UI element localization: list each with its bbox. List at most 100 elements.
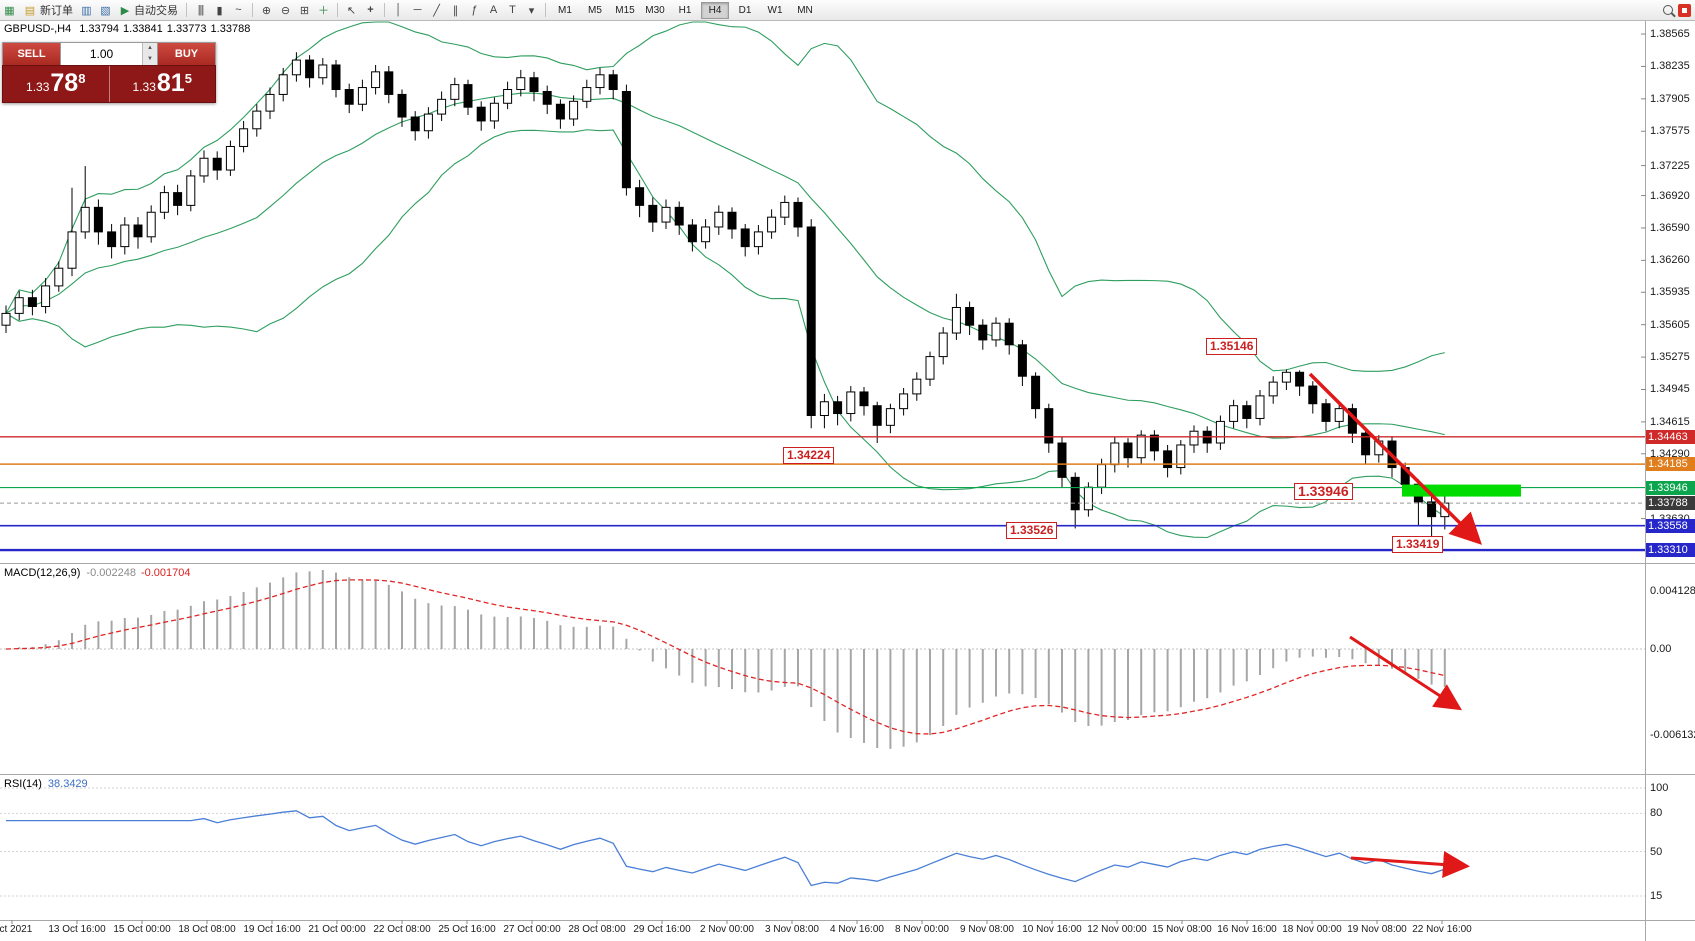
- alert-badge-icon[interactable]: [1678, 3, 1691, 17]
- line-chart-icon[interactable]: ~: [235, 4, 242, 16]
- text-tool-icon[interactable]: A: [489, 4, 498, 16]
- price-callout-1.33526[interactable]: 1.33526: [1006, 522, 1058, 540]
- sell-price[interactable]: 1.33 78 8: [3, 66, 110, 102]
- time-axis-label[interactable]: 4 Nov 16:00: [830, 924, 884, 935]
- volume-input[interactable]: [61, 43, 142, 65]
- channel-icon[interactable]: ∥: [452, 4, 459, 17]
- new-order-icon: ▤: [24, 4, 36, 17]
- candlestick-chart-icon[interactable]: ▮: [216, 4, 223, 17]
- time-axis-label[interactable]: 13 Oct 16:00: [48, 924, 106, 935]
- vertical-line-icon[interactable]: │: [395, 4, 402, 16]
- macd-indicator-label: MACD(12,26,9) -0.002248 -0.001704: [4, 567, 191, 579]
- buy-price-prefix: 1.33: [132, 80, 156, 94]
- price-tag-1.34185[interactable]: 1.34185: [1646, 457, 1695, 472]
- price-axis-tick: 1.34615: [1650, 415, 1690, 428]
- time-axis-label[interactable]: 21 Oct 00:00: [308, 924, 366, 935]
- buy-price-big: 81: [156, 69, 185, 97]
- crosshair-icon[interactable]: +: [367, 4, 374, 16]
- price-tag-1.33946[interactable]: 1.33946: [1646, 480, 1695, 495]
- price-callout-1.35146[interactable]: 1.35146: [1206, 337, 1258, 355]
- time-axis-label[interactable]: 25 Oct 16:00: [438, 924, 496, 935]
- time-axis-label[interactable]: 8 Nov 00:00: [895, 924, 949, 935]
- bar-chart-icon[interactable]: |||: [197, 4, 205, 16]
- zoom-out-icon[interactable]: ⊖: [280, 4, 291, 17]
- price-callout-1.34224[interactable]: 1.34224: [783, 446, 835, 464]
- time-axis-label[interactable]: 10 Nov 16:00: [1022, 924, 1082, 935]
- zoom-in-icon[interactable]: ⊕: [261, 4, 272, 17]
- toolbar-separator: [186, 3, 187, 17]
- time-axis-label[interactable]: 9 Nov 08:00: [960, 924, 1014, 935]
- price-axis-border[interactable]: [1645, 20, 1646, 941]
- time-axis-label[interactable]: 15 Oct 00:00: [113, 924, 171, 935]
- fibonacci-icon[interactable]: ƒ: [471, 4, 478, 16]
- price-tag-1.33788[interactable]: 1.33788: [1646, 496, 1695, 511]
- time-axis-label[interactable]: 16 Nov 16:00: [1217, 924, 1277, 935]
- chart-list-icon[interactable]: ▥: [81, 4, 92, 17]
- time-axis-label[interactable]: 19 Oct 16:00: [243, 924, 301, 935]
- trendline-icon[interactable]: ╱: [433, 4, 440, 17]
- buy-price[interactable]: 1.33 81 5: [110, 66, 216, 102]
- new-order-button[interactable]: ▤ 新订单: [19, 2, 77, 19]
- timeframe-h4[interactable]: H4: [701, 1, 729, 19]
- time-axis-label[interactable]: 29 Oct 16:00: [633, 924, 691, 935]
- price-tag-1.34463[interactable]: 1.34463: [1646, 429, 1695, 444]
- open-value: 1.33794: [79, 23, 120, 35]
- auto-trading-button[interactable]: ▶ 自动交易: [115, 2, 182, 19]
- chart-area[interactable]: 1.38565 1.38235 1.37905 1.37575 1.37225 1.369…: [0, 20, 1695, 941]
- macd-signal-value: -0.001704: [140, 567, 191, 579]
- time-axis-label[interactable]: 22 Oct 08:00: [373, 924, 431, 935]
- timeframe-h1[interactable]: H1: [678, 4, 692, 16]
- timeframe-m30[interactable]: M30: [645, 4, 665, 16]
- time-axis-label[interactable]: 19 Nov 08:00: [1347, 924, 1407, 935]
- search-icon[interactable]: [1663, 5, 1673, 15]
- time-axis-label[interactable]: Oct 2021: [0, 924, 33, 935]
- timeframe-m5[interactable]: M5: [588, 4, 602, 16]
- price-callout-1.33419[interactable]: 1.33419: [1392, 536, 1444, 554]
- buy-button[interactable]: BUY: [158, 43, 215, 65]
- time-axis-label[interactable]: 12 Nov 00:00: [1087, 924, 1147, 935]
- chart-window-icon[interactable]: ▦: [4, 4, 15, 17]
- macd-axis-label: 0.00: [1650, 643, 1672, 655]
- horizontal-lines-layer[interactable]: [0, 436, 1645, 552]
- timeframe-d1[interactable]: D1: [738, 4, 752, 16]
- highlight-rectangle[interactable]: [1402, 484, 1521, 497]
- tile-windows-icon[interactable]: ⊞: [299, 4, 310, 17]
- arrows-tool-icon[interactable]: ▾: [528, 4, 535, 17]
- time-axis-label[interactable]: 28 Oct 08:00: [568, 924, 626, 935]
- time-axis-label[interactable]: 18 Oct 08:00: [178, 924, 236, 935]
- price-axis-tick: 1.37225: [1650, 159, 1690, 172]
- time-axis-label[interactable]: 22 Nov 16:00: [1412, 924, 1472, 935]
- time-axis-label[interactable]: 18 Nov 00:00: [1282, 924, 1342, 935]
- profile-icon[interactable]: ▧: [100, 4, 111, 17]
- timeframe-w1[interactable]: W1: [767, 4, 783, 16]
- price-callout-1.33946[interactable]: 1.33946: [1294, 483, 1353, 501]
- macd-axis-label: 0.004128: [1650, 585, 1695, 598]
- horizontal-line-icon[interactable]: ─: [413, 4, 422, 16]
- trend-arrows-layer[interactable]: [1308, 372, 1482, 878]
- auto-trading-label: 自动交易: [134, 5, 178, 17]
- timeframe-m15[interactable]: M15: [615, 4, 635, 16]
- time-axis-label[interactable]: 3 Nov 08:00: [765, 924, 819, 935]
- indicators-icon[interactable]: ＋: [318, 5, 329, 17]
- price-axis-tick: 1.34945: [1650, 383, 1690, 396]
- time-axis-label[interactable]: 15 Nov 08:00: [1152, 924, 1212, 935]
- chart-ohlc-header: GBPUSD-,H4 1.33794 1.33841 1.33773 1.33788: [4, 23, 254, 35]
- time-axis-label[interactable]: 27 Oct 00:00: [503, 924, 561, 935]
- rsi-panel-separator[interactable]: [0, 774, 1695, 775]
- timeframe-mn[interactable]: MN: [797, 4, 813, 16]
- volume-decrease-button[interactable]: ▼: [143, 54, 157, 65]
- sell-button[interactable]: SELL: [3, 43, 60, 65]
- text-label-icon[interactable]: T: [509, 4, 516, 16]
- buy-price-sup: 5: [184, 71, 192, 86]
- price-tag-1.33310[interactable]: 1.33310: [1646, 543, 1695, 558]
- macd-panel-separator[interactable]: [0, 563, 1695, 564]
- timeframe-m1[interactable]: M1: [558, 4, 572, 16]
- cursor-icon[interactable]: ↖: [346, 4, 357, 17]
- time-axis-label[interactable]: 2 Nov 00:00: [700, 924, 754, 935]
- toolbar-separator: [337, 3, 338, 17]
- volume-increase-button[interactable]: ▲: [143, 43, 157, 54]
- price-axis-tick: 1.33630: [1650, 512, 1690, 525]
- price-tag-1.33558[interactable]: 1.33558: [1646, 518, 1695, 533]
- toolbar-right: [1663, 3, 1691, 17]
